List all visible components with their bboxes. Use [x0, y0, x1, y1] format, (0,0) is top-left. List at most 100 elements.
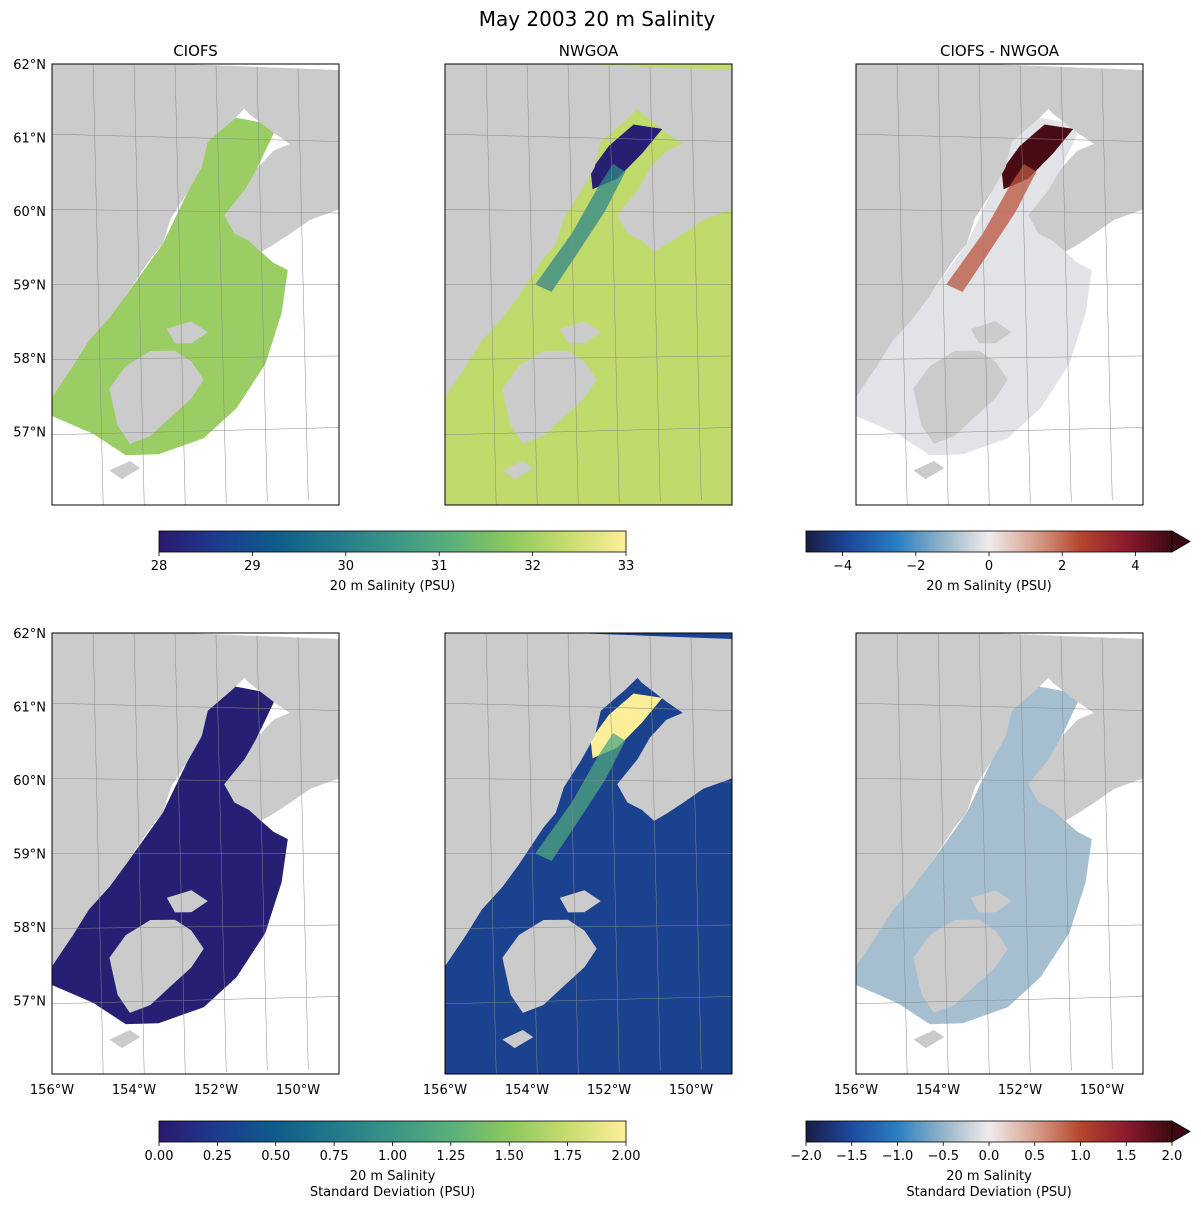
colorbar-tick-label: 2.00 [612, 1149, 641, 1164]
graticule [52, 64, 339, 505]
colorbar-tick-label: 2 [1058, 559, 1066, 574]
lat-tick-label: 57°N [13, 426, 46, 441]
panel-title: CIOFS - NWGOA [940, 42, 1060, 60]
colorbar-ramp [805, 530, 1173, 553]
colorbar-tick-label: 0.25 [203, 1149, 232, 1164]
land-mass [502, 350, 597, 444]
land-mass [913, 1030, 945, 1049]
land-mass [502, 461, 534, 480]
land-mass [224, 634, 339, 821]
panel-title: NWGOA [559, 42, 619, 60]
inlet-channel-field [946, 164, 1037, 292]
land-mass [166, 890, 208, 913]
colorbar-tick-label: 1.75 [553, 1149, 582, 1164]
colorbar-ramp [158, 1120, 627, 1143]
panel-frame [444, 63, 733, 506]
lon-tick-label: 156°W [30, 1083, 74, 1098]
map-panel-1: CIOFS 62°N 61°N 60°N 59°N 58°N 57°N [13, 42, 340, 506]
lon-tick-label: 154°W [112, 1083, 156, 1098]
colorbar-cb-stddiff: −2.0 −1.5 −1.0 −0.5 0.0 0.5 1.0 1.5 2.0 20 m Sali… [790, 1120, 1191, 1200]
lon-tick-label: 150°W [276, 1083, 320, 1098]
land-mass [109, 919, 204, 1013]
colorbar-tick-label: 33 [618, 559, 635, 574]
land-mass [1028, 634, 1143, 821]
graticule [52, 633, 339, 1074]
colorbar-cb-sal: 28 29 30 31 32 33 20 m Salinity (PSU) [151, 530, 635, 594]
colorbar-extend-arrow [1171, 530, 1191, 553]
panel-title: CIOFS [173, 42, 218, 60]
land-mass [224, 65, 339, 252]
lat-tick-label: 58°N [13, 921, 46, 936]
panel-frame [444, 632, 733, 1075]
land-mass [109, 350, 204, 444]
colorbar-label: Standard Deviation (PSU) [310, 1185, 475, 1200]
colorbar-tick-label: 31 [431, 559, 448, 574]
land-mass [1028, 65, 1143, 252]
lon-tick-label: 154°W [505, 1083, 549, 1098]
land-mass [913, 350, 1008, 444]
colorbar-label: 20 m Salinity [350, 1169, 436, 1184]
colorbar-cb-std: 0.00 0.25 0.50 0.75 1.00 1.25 1.50 1.75 2.00 20 m… [145, 1120, 641, 1200]
lon-tick-label: 152°W [194, 1083, 238, 1098]
land-mass [445, 633, 642, 967]
land-mass [617, 65, 732, 252]
colorbar-tick-label: 0.50 [261, 1149, 290, 1164]
lat-tick-label: 59°N [13, 279, 46, 294]
map-panel-6: 156°W 154°W 152°W 150°W [834, 632, 1144, 1098]
lat-tick-label: 61°N [13, 132, 46, 147]
lat-tick-label: 61°N [13, 701, 46, 716]
colorbar-tick-label: 32 [524, 559, 541, 574]
colorbar-tick-label: 30 [338, 559, 355, 574]
graticule [445, 64, 732, 505]
land-mass [166, 321, 208, 344]
land-mass [856, 64, 1053, 398]
colorbar-tick-label: −2 [906, 559, 925, 574]
colorbar-extend-arrow [1171, 1120, 1191, 1143]
colorbar-ramp [805, 1120, 1173, 1143]
panel-frame [855, 632, 1144, 1075]
lon-tick-label: 152°W [587, 1083, 631, 1098]
colorbar-tick-label: 1.0 [1070, 1149, 1091, 1164]
land-mass [502, 1030, 534, 1049]
colorbar-tick-label: 0 [985, 559, 993, 574]
lat-tick-label: 58°N [13, 352, 46, 367]
graticule [445, 633, 732, 1074]
land-mass [559, 321, 601, 344]
lat-tick-label: 60°N [13, 774, 46, 789]
colorbar-tick-label: −1.5 [836, 1149, 868, 1164]
colorbar-ramp [158, 530, 627, 553]
lon-tick-label: 156°W [423, 1083, 467, 1098]
colorbar-tick-label: 1.00 [378, 1149, 407, 1164]
lon-tick-label: 150°W [1080, 1083, 1124, 1098]
inlet-channel-field [535, 164, 626, 292]
land-mass [970, 890, 1012, 913]
land-mass [970, 321, 1012, 344]
lon-tick-label: 152°W [998, 1083, 1042, 1098]
colorbar-tick-label: −1.0 [882, 1149, 914, 1164]
colorbar-label: 20 m Salinity (PSU) [926, 579, 1051, 594]
colorbar-tick-label: 0.75 [320, 1149, 349, 1164]
colorbar-tick-label: −2.0 [790, 1149, 822, 1164]
model-domain-field [52, 686, 288, 1025]
lon-tick-label: 150°W [669, 1083, 713, 1098]
colorbar-tick-label: 0.00 [145, 1149, 174, 1164]
graticule [856, 633, 1143, 1074]
colorbar-label: Standard Deviation (PSU) [906, 1185, 1071, 1200]
model-domain-field [52, 117, 288, 456]
land-mass [109, 461, 141, 480]
colorbar-tick-label: 29 [244, 559, 261, 574]
model-domain-field [856, 117, 1092, 456]
colorbar-label: 20 m Salinity (PSU) [330, 579, 455, 594]
land-mass [502, 919, 597, 1013]
graticule [856, 64, 1143, 505]
colorbar-tick-label: 4 [1131, 559, 1139, 574]
lon-tick-label: 156°W [834, 1083, 878, 1098]
land-mass [445, 64, 642, 398]
lat-tick-label: 62°N [13, 627, 46, 642]
panel-frame [51, 632, 340, 1075]
panel-frame [51, 63, 340, 506]
colorbar-tick-label: 0.0 [979, 1149, 1000, 1164]
colorbar-tick-label: 0.5 [1024, 1149, 1045, 1164]
map-panel-2: NWGOA [444, 42, 733, 506]
figure-title: May 2003 20 m Salinity [479, 7, 716, 31]
